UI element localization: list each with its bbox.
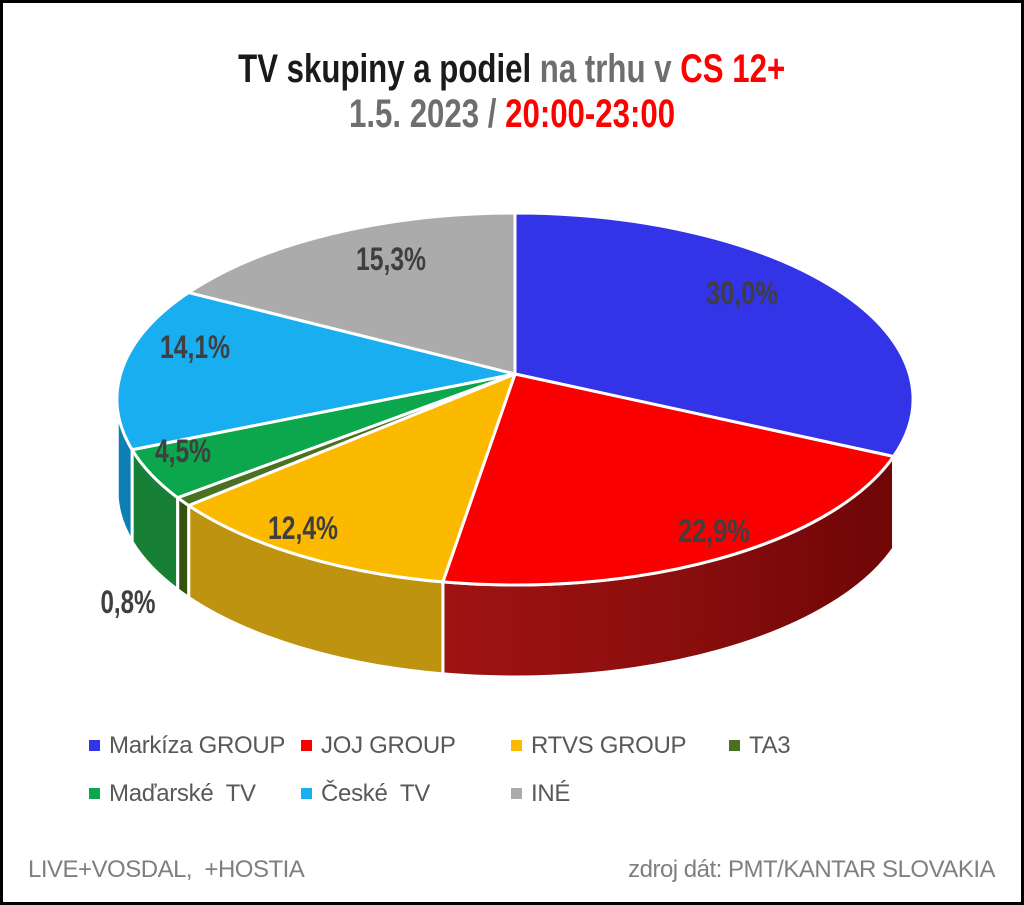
chart-legend: Markíza GROUP JOJ GROUP RTVS GROUP TA3 M… [89, 729, 939, 810]
title-segment: na trhu v [540, 47, 681, 91]
pie-label-madarske-tv: 4,5% [155, 433, 211, 469]
legend-swatch [89, 740, 100, 751]
chart-title-line1: TV skupiny a podiel na trhu v CS 12+ [238, 47, 785, 92]
legend-item-madarske-tv: Maďarské TV [89, 777, 301, 810]
legend-label: TA3 [749, 731, 791, 759]
pie-label-joj-group: 22,9% [678, 513, 750, 549]
legend-label: RTVS GROUP [531, 731, 687, 759]
pie-slice-rtvs-group [187, 372, 517, 584]
pie-slice-joj-group [441, 372, 896, 587]
pie-label-ceske-tv: 14,1% [160, 329, 230, 365]
title-segment-audience: CS 12+ [680, 47, 786, 91]
legend-swatch [89, 788, 100, 799]
legend-item-ceske-tv: České TV [301, 777, 511, 810]
legend-item-joj-group: JOJ GROUP [301, 729, 511, 762]
legend-item-markiza-group: Markíza GROUP [89, 729, 301, 762]
title-segment-timeslot: 20:00-23:00 [505, 92, 676, 136]
pie-label-ine: 15,3% [356, 241, 426, 277]
pie-slice-ceske-tv [115, 291, 517, 452]
legend-item-ta3: TA3 [729, 729, 939, 762]
legend-label: České TV [321, 779, 430, 807]
pie-slice-side-ta3 [176, 496, 191, 599]
legend-swatch [511, 788, 522, 799]
legend-item-ine: INÉ [511, 777, 729, 810]
legend-label: INÉ [531, 779, 571, 807]
pie-slice-ine [187, 211, 517, 376]
legend-swatch [511, 740, 522, 751]
legend-label: JOJ GROUP [321, 731, 456, 759]
legend-label: Maďarské TV [109, 779, 256, 807]
pie-label-ta3: 0,8% [101, 584, 156, 620]
footer-note-measurement: LIVE+VOSDAL, +HOSTIA [28, 856, 305, 883]
chart-title-line2: 1.5. 2023 / 20:00-23:00 [349, 92, 675, 137]
title-segment-date: 1.5. 2023 / [348, 92, 506, 136]
pie-label-rtvs-group: 12,4% [268, 510, 338, 546]
title-segment: TV skupiny a podiel [238, 47, 541, 91]
legend-item-rtvs-group: RTVS GROUP [511, 729, 729, 762]
chart-title: TV skupiny a podiel na trhu v CS 12+ 1.5… [3, 47, 1021, 137]
pie-chart-3d: 30,0% 22,9% 12,4% 0,8% 4,5% 14,1% 15,3% [101, 211, 915, 679]
footer-data-source: zdroj dát: PMT/KANTAR SLOVAKIA [628, 856, 995, 883]
legend-label: Markíza GROUP [109, 731, 286, 759]
pie-label-markiza-group: 30,0% [706, 275, 778, 311]
legend-swatch [729, 740, 740, 751]
legend-swatch [301, 788, 312, 799]
legend-swatch [301, 740, 312, 751]
